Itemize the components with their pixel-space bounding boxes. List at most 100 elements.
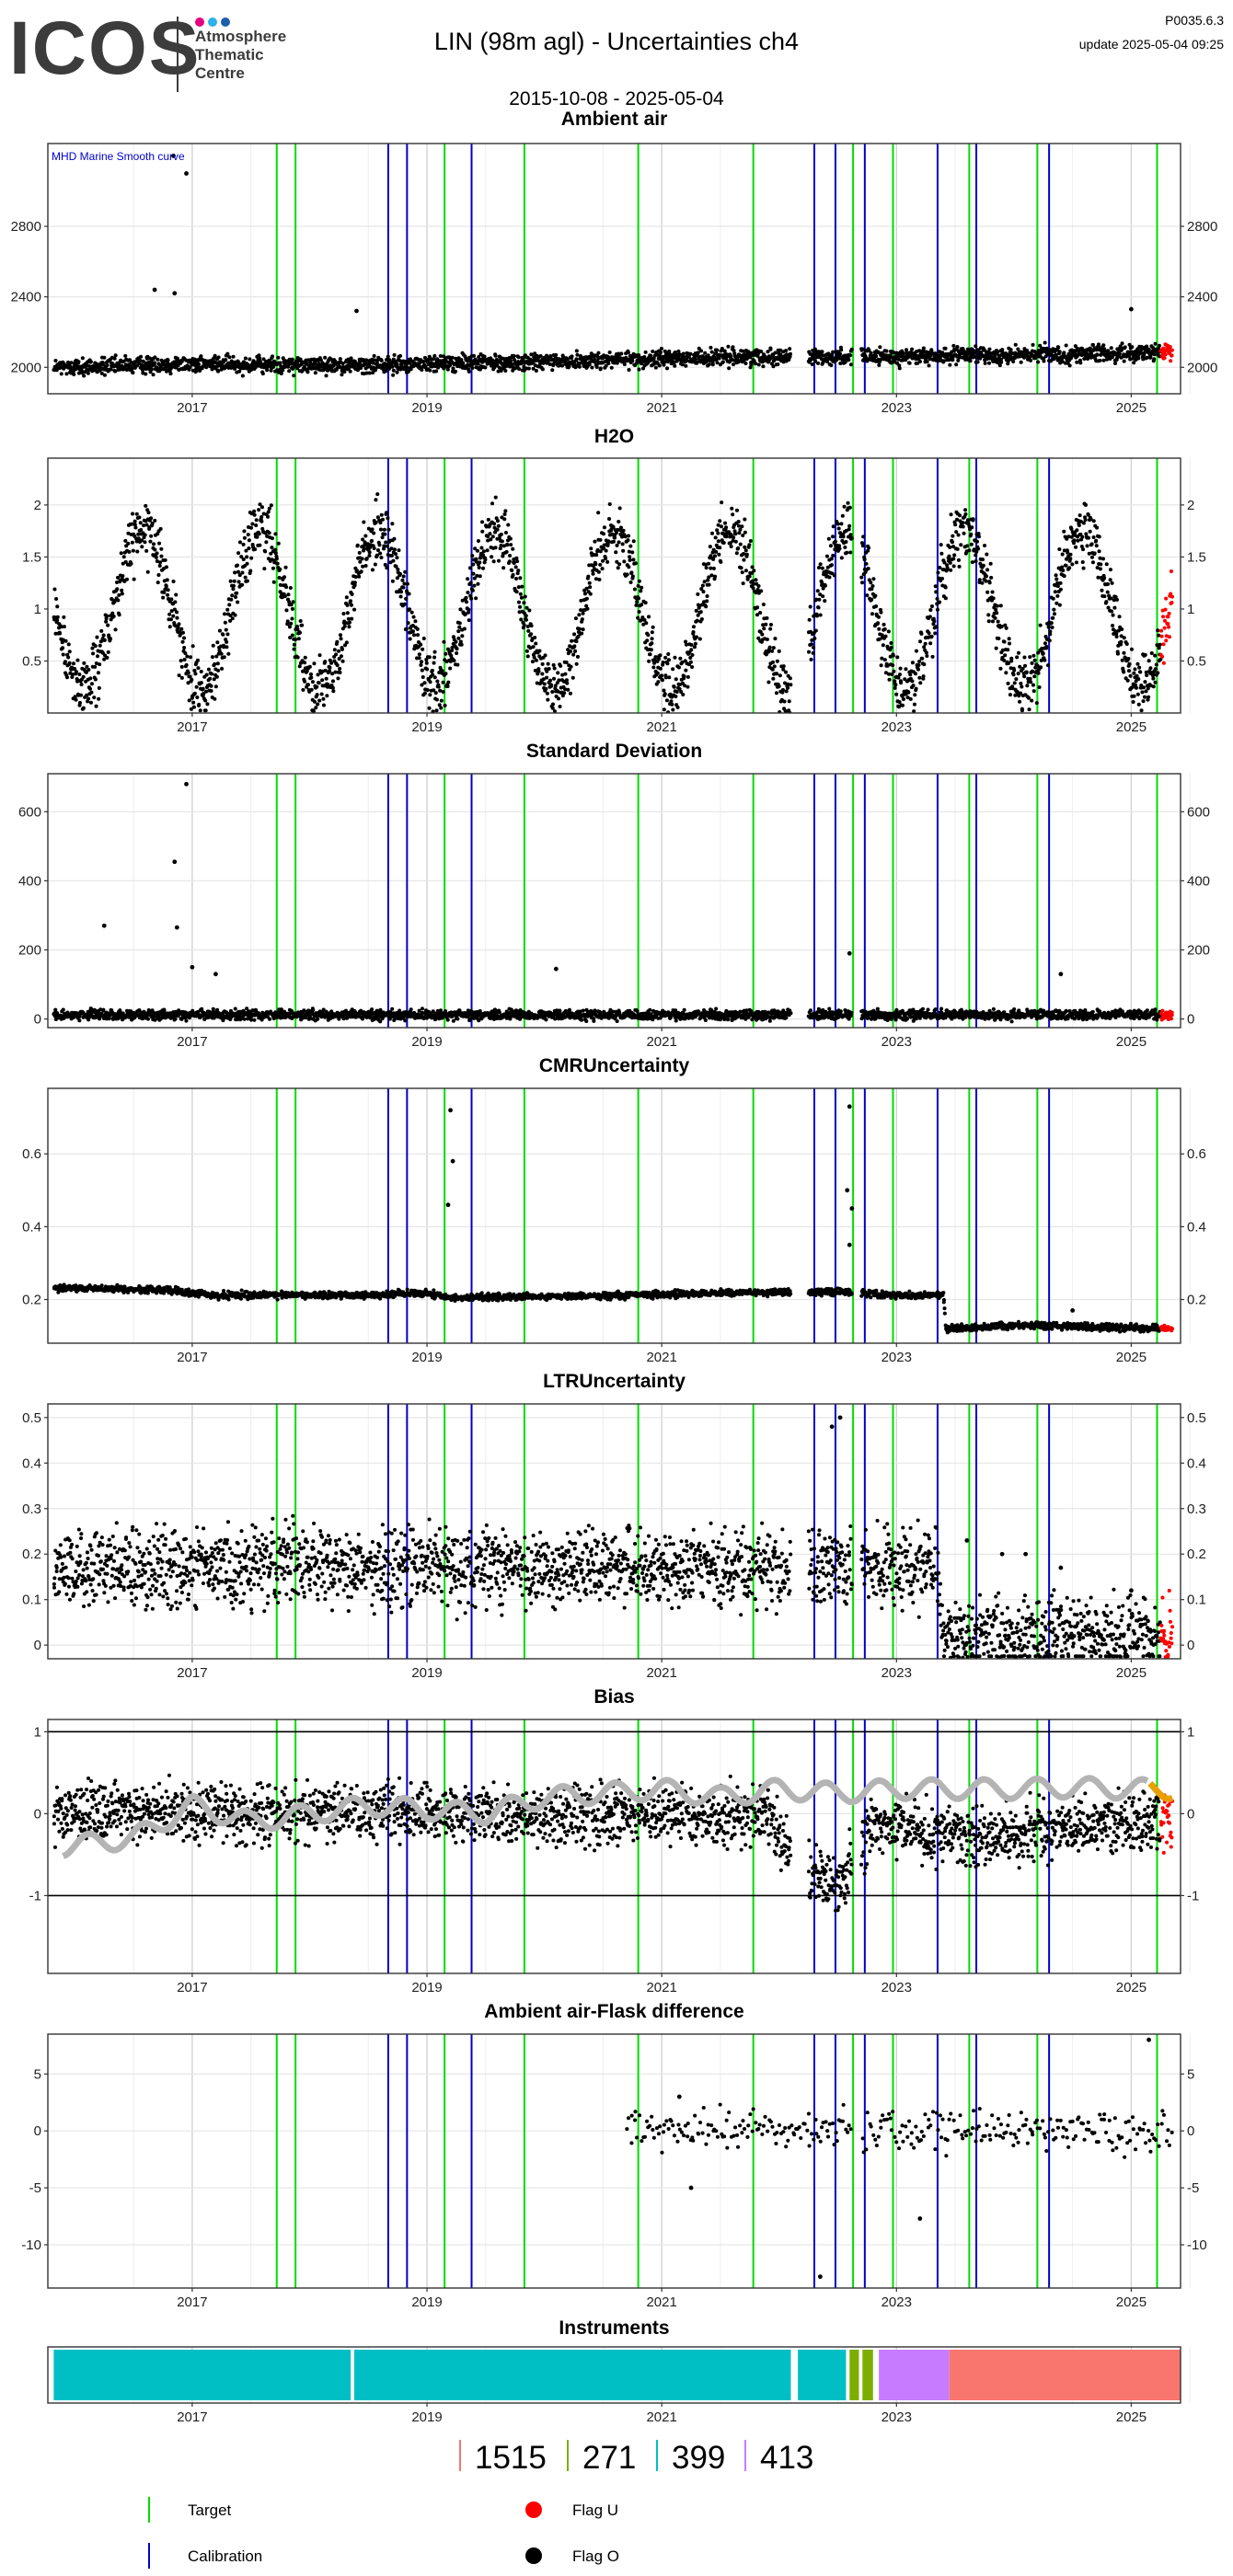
- y-tick-label: 2400: [1187, 290, 1217, 305]
- data-points-flag-o: [52, 1513, 1162, 1659]
- plot-frame: [47, 457, 1181, 714]
- legend-dot-swatch: [525, 2547, 542, 2564]
- data-points-flag-u: [1158, 1589, 1175, 1659]
- x-tick-label: 2017: [177, 2294, 207, 2310]
- outlier-point: [847, 950, 852, 956]
- instrument-segment: [798, 2350, 847, 2400]
- y-tick-label: -10: [21, 2237, 41, 2253]
- outlier-point: [847, 1242, 852, 1248]
- outlier-point: [688, 2185, 694, 2191]
- data-points-flag-o: [52, 1773, 1163, 1913]
- page-title: LIN (98m agl) - Uncertainties ch4: [433, 28, 800, 55]
- x-tick-label: 2017: [177, 1350, 207, 1365]
- outlier-point: [1070, 1307, 1076, 1313]
- x-tick-label: 2017: [177, 719, 207, 735]
- chart-panel: Ambient air-Flask difference 2017 2019 2021…: [21, 2001, 1206, 2310]
- instruments-legend: 1515 271 399 413: [459, 2440, 813, 2476]
- outlier-point: [171, 154, 176, 158]
- y-tick-label: 2: [34, 498, 41, 513]
- y-tick-label: 0.2: [22, 1547, 41, 1562]
- outlier-point: [553, 966, 559, 972]
- outlier-point: [184, 781, 189, 787]
- chart-title: Standard Deviation: [526, 741, 702, 762]
- y-tick-label: 0.2: [1187, 1547, 1206, 1562]
- outlier-point: [184, 171, 189, 176]
- data-points-flag-o: [52, 340, 1163, 378]
- y-tick-label: 0.5: [22, 1410, 41, 1426]
- data-points-flag-u: [1158, 1008, 1174, 1022]
- logo-subtitle-line: Atmosphere: [195, 28, 287, 45]
- x-tick-label: 2017: [177, 400, 207, 416]
- x-tick-label: 2019: [411, 2409, 442, 2425]
- outlier-point: [152, 287, 157, 293]
- outlier-point: [817, 2274, 823, 2280]
- x-tick-label: 2017: [177, 1034, 207, 1050]
- chart-panel: Ambient air MHD Marine Smooth curve 2017 20…: [11, 109, 1218, 416]
- y-tick-label: 2000: [11, 360, 41, 375]
- outlier-point: [174, 925, 179, 930]
- data-points-flag-o: [52, 1282, 1163, 1335]
- data-points-flag-u: [1158, 342, 1174, 363]
- y-tick-label: 5: [1187, 2066, 1194, 2082]
- y-tick-label: 600: [18, 804, 41, 820]
- plot-area: [52, 144, 1174, 394]
- y-tick-label: 0.5: [1187, 653, 1206, 669]
- y-tick-label: 400: [1187, 873, 1210, 889]
- outlier-point: [676, 2094, 682, 2099]
- y-tick-label: 0.6: [22, 1146, 41, 1162]
- y-tick-label: 2000: [1187, 360, 1217, 375]
- y-tick-label: 0: [34, 1012, 41, 1028]
- plot-frame: [47, 2033, 1181, 2289]
- logo-divider: [177, 17, 179, 92]
- plot-area: [48, 1719, 1181, 1973]
- legend-label: Target: [188, 2501, 232, 2519]
- plot-area: [275, 2034, 1174, 2288]
- plot-frame: [47, 1087, 1181, 1344]
- x-tick-label: 2017: [177, 1665, 207, 1681]
- x-tick-label: 2019: [411, 719, 442, 735]
- x-tick-label: 2023: [882, 1350, 912, 1365]
- smooth-curve-recent: [1147, 1781, 1174, 1802]
- chart-title: Ambient air: [561, 109, 668, 130]
- period-label: 2015-10-08 - 2025-05-04: [509, 88, 724, 109]
- data-points-flag-u: [1158, 569, 1174, 665]
- y-tick-label: -5: [1187, 2180, 1199, 2196]
- y-tick-label: 200: [18, 943, 41, 959]
- x-tick-label: 2025: [1116, 719, 1147, 735]
- y-tick-label: 0: [1187, 2123, 1194, 2139]
- data-points-flag-o: [625, 2102, 1174, 2159]
- x-tick-label: 2021: [646, 2294, 676, 2310]
- instrument-segment: [879, 2350, 950, 2400]
- x-tick-label: 2017: [177, 2409, 207, 2425]
- y-tick-label: 0.5: [1187, 1410, 1206, 1426]
- chart-title: CMRUncertainty: [539, 1055, 690, 1076]
- x-tick-label: 2025: [1116, 1980, 1147, 1995]
- y-tick-label: 2400: [11, 290, 41, 305]
- x-tick-label: 2025: [1116, 1350, 1147, 1365]
- y-tick-label: -1: [1187, 1888, 1199, 1903]
- instrument-segment: [862, 2350, 873, 2400]
- y-tick-label: 0.4: [1187, 1455, 1206, 1471]
- x-tick-label: 2021: [646, 400, 676, 416]
- y-tick-label: 1.5: [22, 549, 41, 565]
- x-tick-label: 2025: [1116, 1034, 1147, 1050]
- y-tick-label: 0.3: [22, 1501, 41, 1517]
- logo-dot-cyan: [208, 17, 217, 27]
- y-tick-label: 0.4: [22, 1455, 41, 1471]
- chart-title: LTRUncertainty: [543, 1371, 686, 1392]
- y-tick-label: 0.2: [22, 1293, 41, 1308]
- y-tick-label: 400: [18, 873, 41, 889]
- chart-panel: LTRUncertainty 2017 2019 2021 2023 2025 0 0 0.1 0…: [22, 1371, 1206, 1681]
- y-tick-label: 0.1: [22, 1593, 41, 1608]
- x-tick-label: 2021: [646, 1034, 676, 1050]
- outlier-point: [101, 923, 107, 928]
- x-tick-label: 2025: [1116, 2409, 1147, 2425]
- y-tick-label: 0: [1187, 1012, 1194, 1028]
- y-tick-label: 0.2: [1187, 1293, 1206, 1308]
- y-tick-label: 1: [1187, 1724, 1194, 1740]
- outlier-point: [964, 1537, 970, 1543]
- instrument-legend-label: 399: [672, 2440, 725, 2476]
- plot-frame: [47, 143, 1181, 395]
- x-tick-label: 2023: [882, 1034, 912, 1050]
- y-tick-label: -5: [29, 2180, 41, 2196]
